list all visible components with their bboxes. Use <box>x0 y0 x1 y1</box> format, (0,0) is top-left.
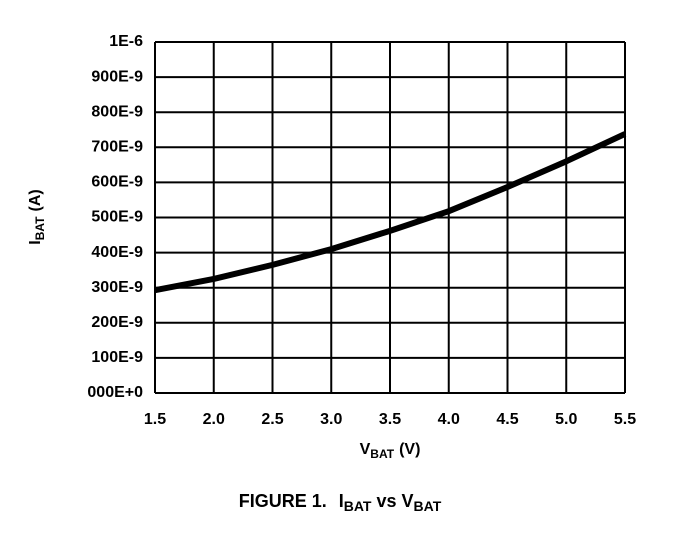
caption-figure: FIGURE 1. <box>239 491 327 511</box>
y-tick-label: 900E-9 <box>91 68 143 85</box>
y-tick-label: 800E-9 <box>91 103 143 120</box>
y-axis-title: IBAT (A) <box>27 189 47 244</box>
x-tick-label: 2.5 <box>261 411 283 428</box>
x-tick-label: 5.0 <box>555 411 577 428</box>
x-axis-title-unit: (V) <box>399 441 420 458</box>
x-tick-label: 2.0 <box>203 411 225 428</box>
x-tick-label: 1.5 <box>144 411 166 428</box>
x-tick-label: 3.5 <box>379 411 401 428</box>
caption-b-sub: BAT <box>414 498 442 514</box>
caption: FIGURE 1. IBAT vs VBAT <box>239 491 442 514</box>
caption-b-main: V <box>402 491 414 511</box>
x-tick-label: 4.0 <box>438 411 460 428</box>
x-tick-label: 5.5 <box>614 411 636 428</box>
y-tick-label: 700E-9 <box>91 139 143 156</box>
x-tick-label: 3.0 <box>320 411 342 428</box>
y-tick-label: 000E+0 <box>87 384 143 401</box>
y-axis-title-unit: (A) <box>27 189 44 211</box>
caption-a-main: I <box>339 491 344 511</box>
y-tick-label: 300E-9 <box>91 279 143 296</box>
y-tick-label: 1E-6 <box>109 33 143 50</box>
y-tick-label: 100E-9 <box>91 349 143 366</box>
x-axis-title: VBAT (V) <box>360 441 421 461</box>
x-axis-title-sub: BAT <box>370 447 394 461</box>
y-tick-label: 600E-9 <box>91 174 143 191</box>
caption-vs: vs <box>376 491 396 511</box>
y-axis-title-main: I <box>27 240 44 244</box>
data-line <box>154 131 627 294</box>
y-axis-title-sub: BAT <box>33 216 47 240</box>
x-axis-title-main: V <box>360 441 371 458</box>
y-tick-label: 200E-9 <box>91 314 143 331</box>
x-tick-label: 4.5 <box>496 411 518 428</box>
y-tick-label: 400E-9 <box>91 244 143 261</box>
y-tick-label: 500E-9 <box>91 209 143 226</box>
caption-a-sub: BAT <box>344 498 372 514</box>
